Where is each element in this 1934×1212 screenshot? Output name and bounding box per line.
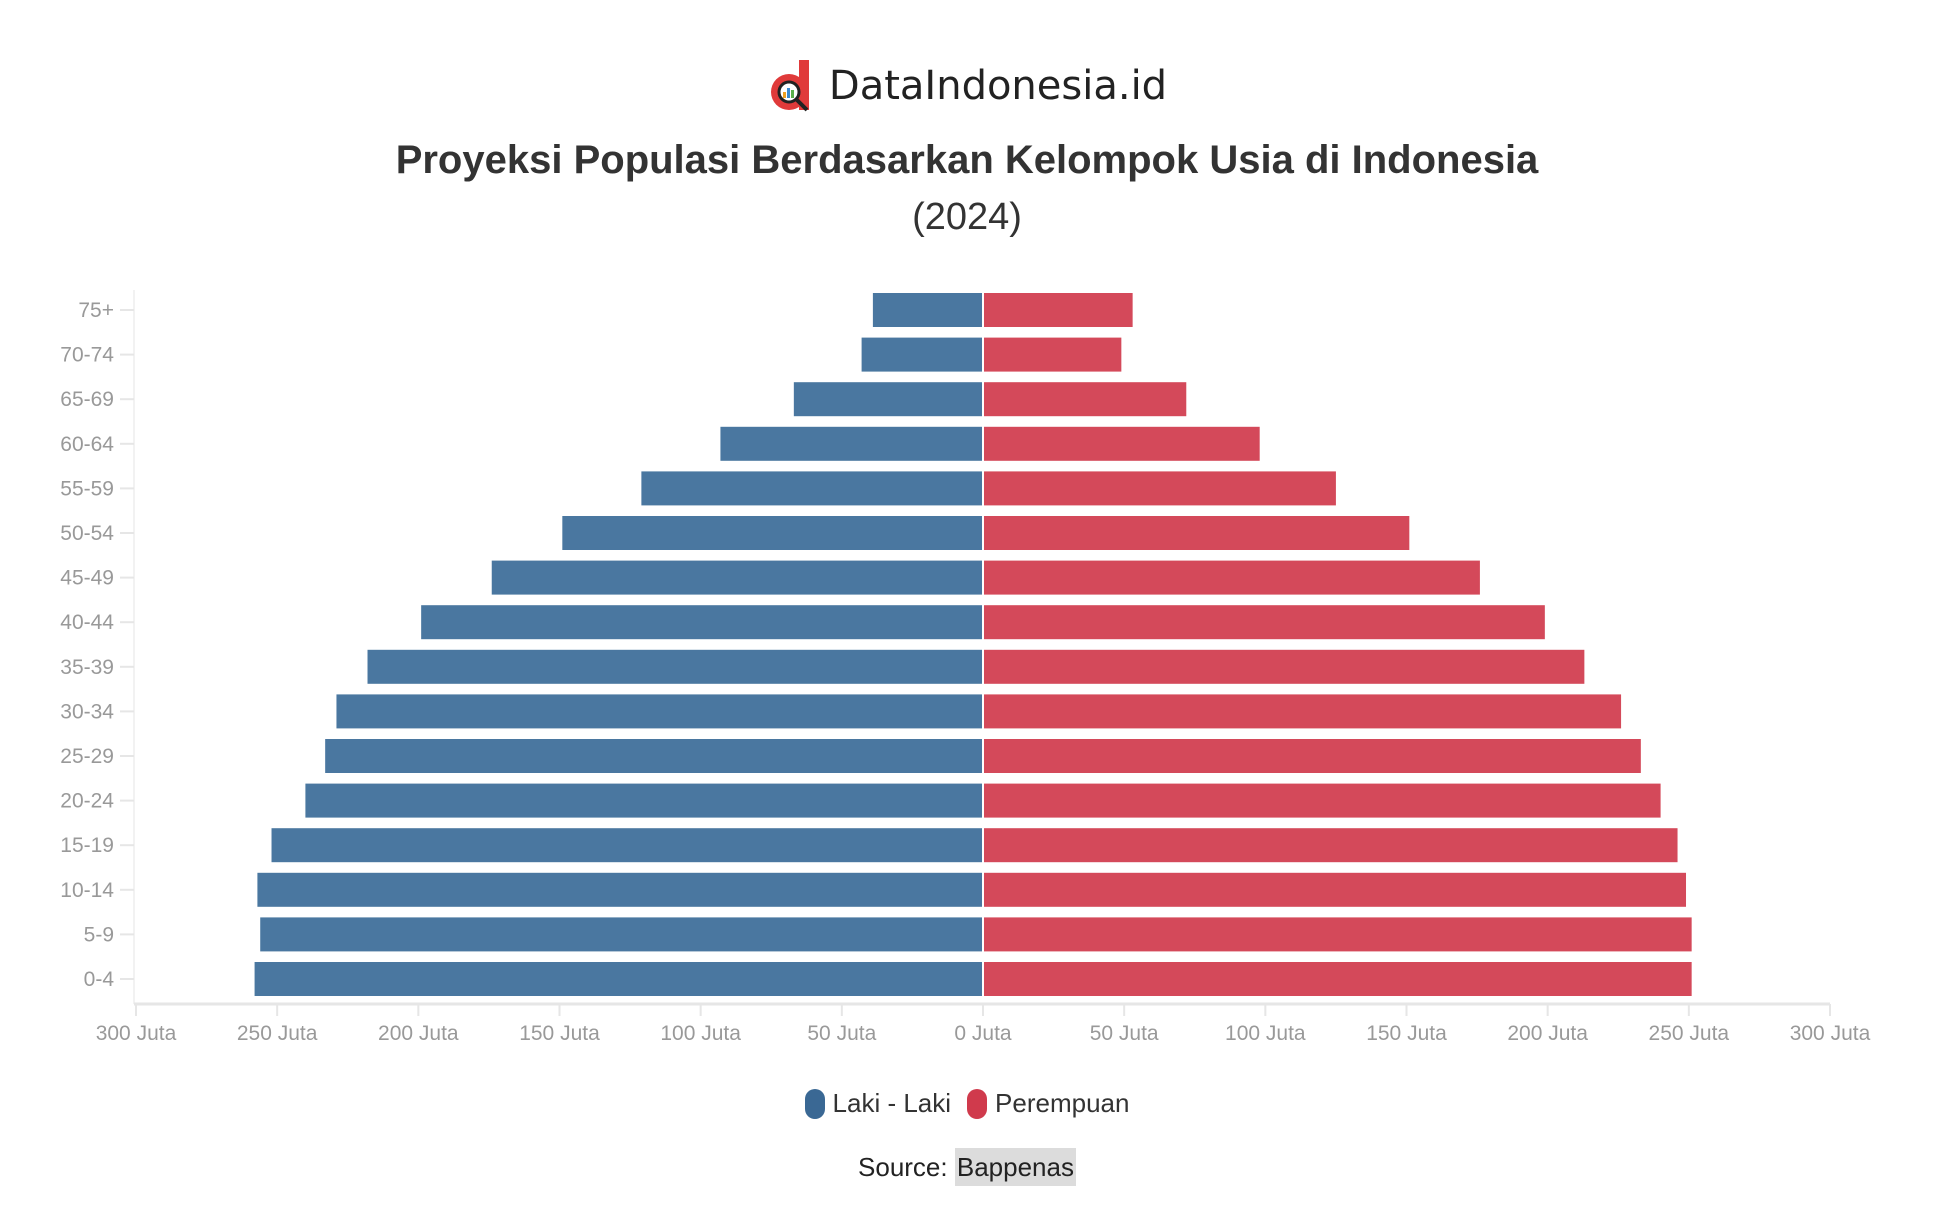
x-tick-label: 200 Juta [1507,1022,1588,1045]
brand-logo: DataIndonesia.id [0,58,1934,114]
bar-male-20-24 [305,783,982,818]
x-tick-label: 50 Juta [807,1022,876,1045]
x-tick-label: 50 Juta [1090,1022,1159,1045]
bar-female-55-59 [984,471,1336,506]
bar-female-20-24 [984,783,1661,818]
legend-item-female[interactable]: Perempuan [967,1088,1129,1119]
y-tick-label: 40-44 [60,611,114,634]
y-tick-label: 10-14 [60,879,114,902]
y-tick-label: 70-74 [60,344,114,367]
x-tick-label: 250 Juta [1649,1022,1730,1045]
bar-female-65-69 [984,382,1187,417]
bar-male-75+ [872,293,982,327]
legend-label-male: Laki - Laki [832,1088,952,1118]
bar-male-50-54 [562,516,982,550]
bar-female-60-64 [984,426,1260,461]
x-tick-label: 300 Juta [96,1022,177,1045]
source-link[interactable]: Bappenas [954,1148,1076,1186]
bar-female-70-74 [984,337,1122,372]
bar-female-25-29 [984,739,1641,773]
bar-male-65-69 [793,382,982,417]
x-tick-label: 150 Juta [519,1022,600,1045]
x-tick-label: 0 Juta [954,1022,1012,1045]
bar-female-40-44 [984,605,1545,640]
y-tick-label: 35-39 [60,656,114,679]
x-tick-label: 250 Juta [237,1022,318,1045]
x-tick-label: 100 Juta [660,1022,741,1045]
bar-male-60-64 [720,426,982,461]
y-tick-label: 0-4 [84,968,115,991]
datainndonesia-logo-icon [770,60,809,112]
y-tick-label: 50-54 [60,522,114,545]
y-tick-label: 30-34 [60,700,114,723]
y-tick-label: 65-69 [60,388,114,411]
bar-female-75+ [984,293,1133,327]
bar-female-15-19 [984,828,1678,863]
bar-female-50-54 [984,516,1410,550]
bar-male-0-4 [254,962,982,996]
source-label: Source: [858,1152,948,1182]
y-tick-label: 75+ [78,299,114,322]
x-tick-label: 200 Juta [378,1022,459,1045]
legend-item-male[interactable]: Laki - Laki [804,1088,952,1119]
bar-male-70-74 [861,337,982,372]
y-tick-label: 60-64 [60,433,114,456]
x-tick-label: 300 Juta [1790,1022,1871,1045]
bar-female-5-9 [984,917,1692,952]
bar-male-30-34 [336,694,982,729]
y-tick-label: 5-9 [84,923,114,946]
legend: Laki - Laki Perempuan [0,1088,1934,1119]
bar-male-5-9 [260,917,982,952]
bar-female-45-49 [984,560,1480,595]
y-tick-label: 55-59 [60,477,114,500]
bar-female-35-39 [984,649,1585,684]
bar-male-10-14 [257,872,982,907]
y-tick-label: 25-29 [60,745,114,768]
legend-swatch-male [804,1088,825,1119]
chart-subtitle: (2024) [912,196,1022,238]
chart-title: Proyeksi Populasi Berdasarkan Kelompok U… [395,138,1539,182]
bar-female-30-34 [984,694,1622,729]
bar-female-0-4 [984,962,1692,996]
bar-male-25-29 [325,739,982,773]
x-tick-label: 150 Juta [1366,1022,1447,1045]
y-tick-label: 45-49 [60,567,114,590]
source-note: Source: Bappenas [0,1148,1934,1186]
bar-male-35-39 [367,649,983,684]
bar-male-55-59 [641,471,982,506]
bar-male-15-19 [271,828,982,863]
y-tick-label: 20-24 [60,790,114,813]
bar-male-40-44 [421,605,982,640]
bar-female-10-14 [984,872,1687,907]
x-tick-label: 100 Juta [1225,1022,1306,1045]
y-tick-label: 15-19 [60,834,114,857]
brand-name: DataIndonesia.id [828,63,1168,109]
legend-swatch-female [967,1088,988,1119]
bar-male-45-49 [491,560,982,595]
legend-label-female: Perempuan [995,1088,1130,1118]
